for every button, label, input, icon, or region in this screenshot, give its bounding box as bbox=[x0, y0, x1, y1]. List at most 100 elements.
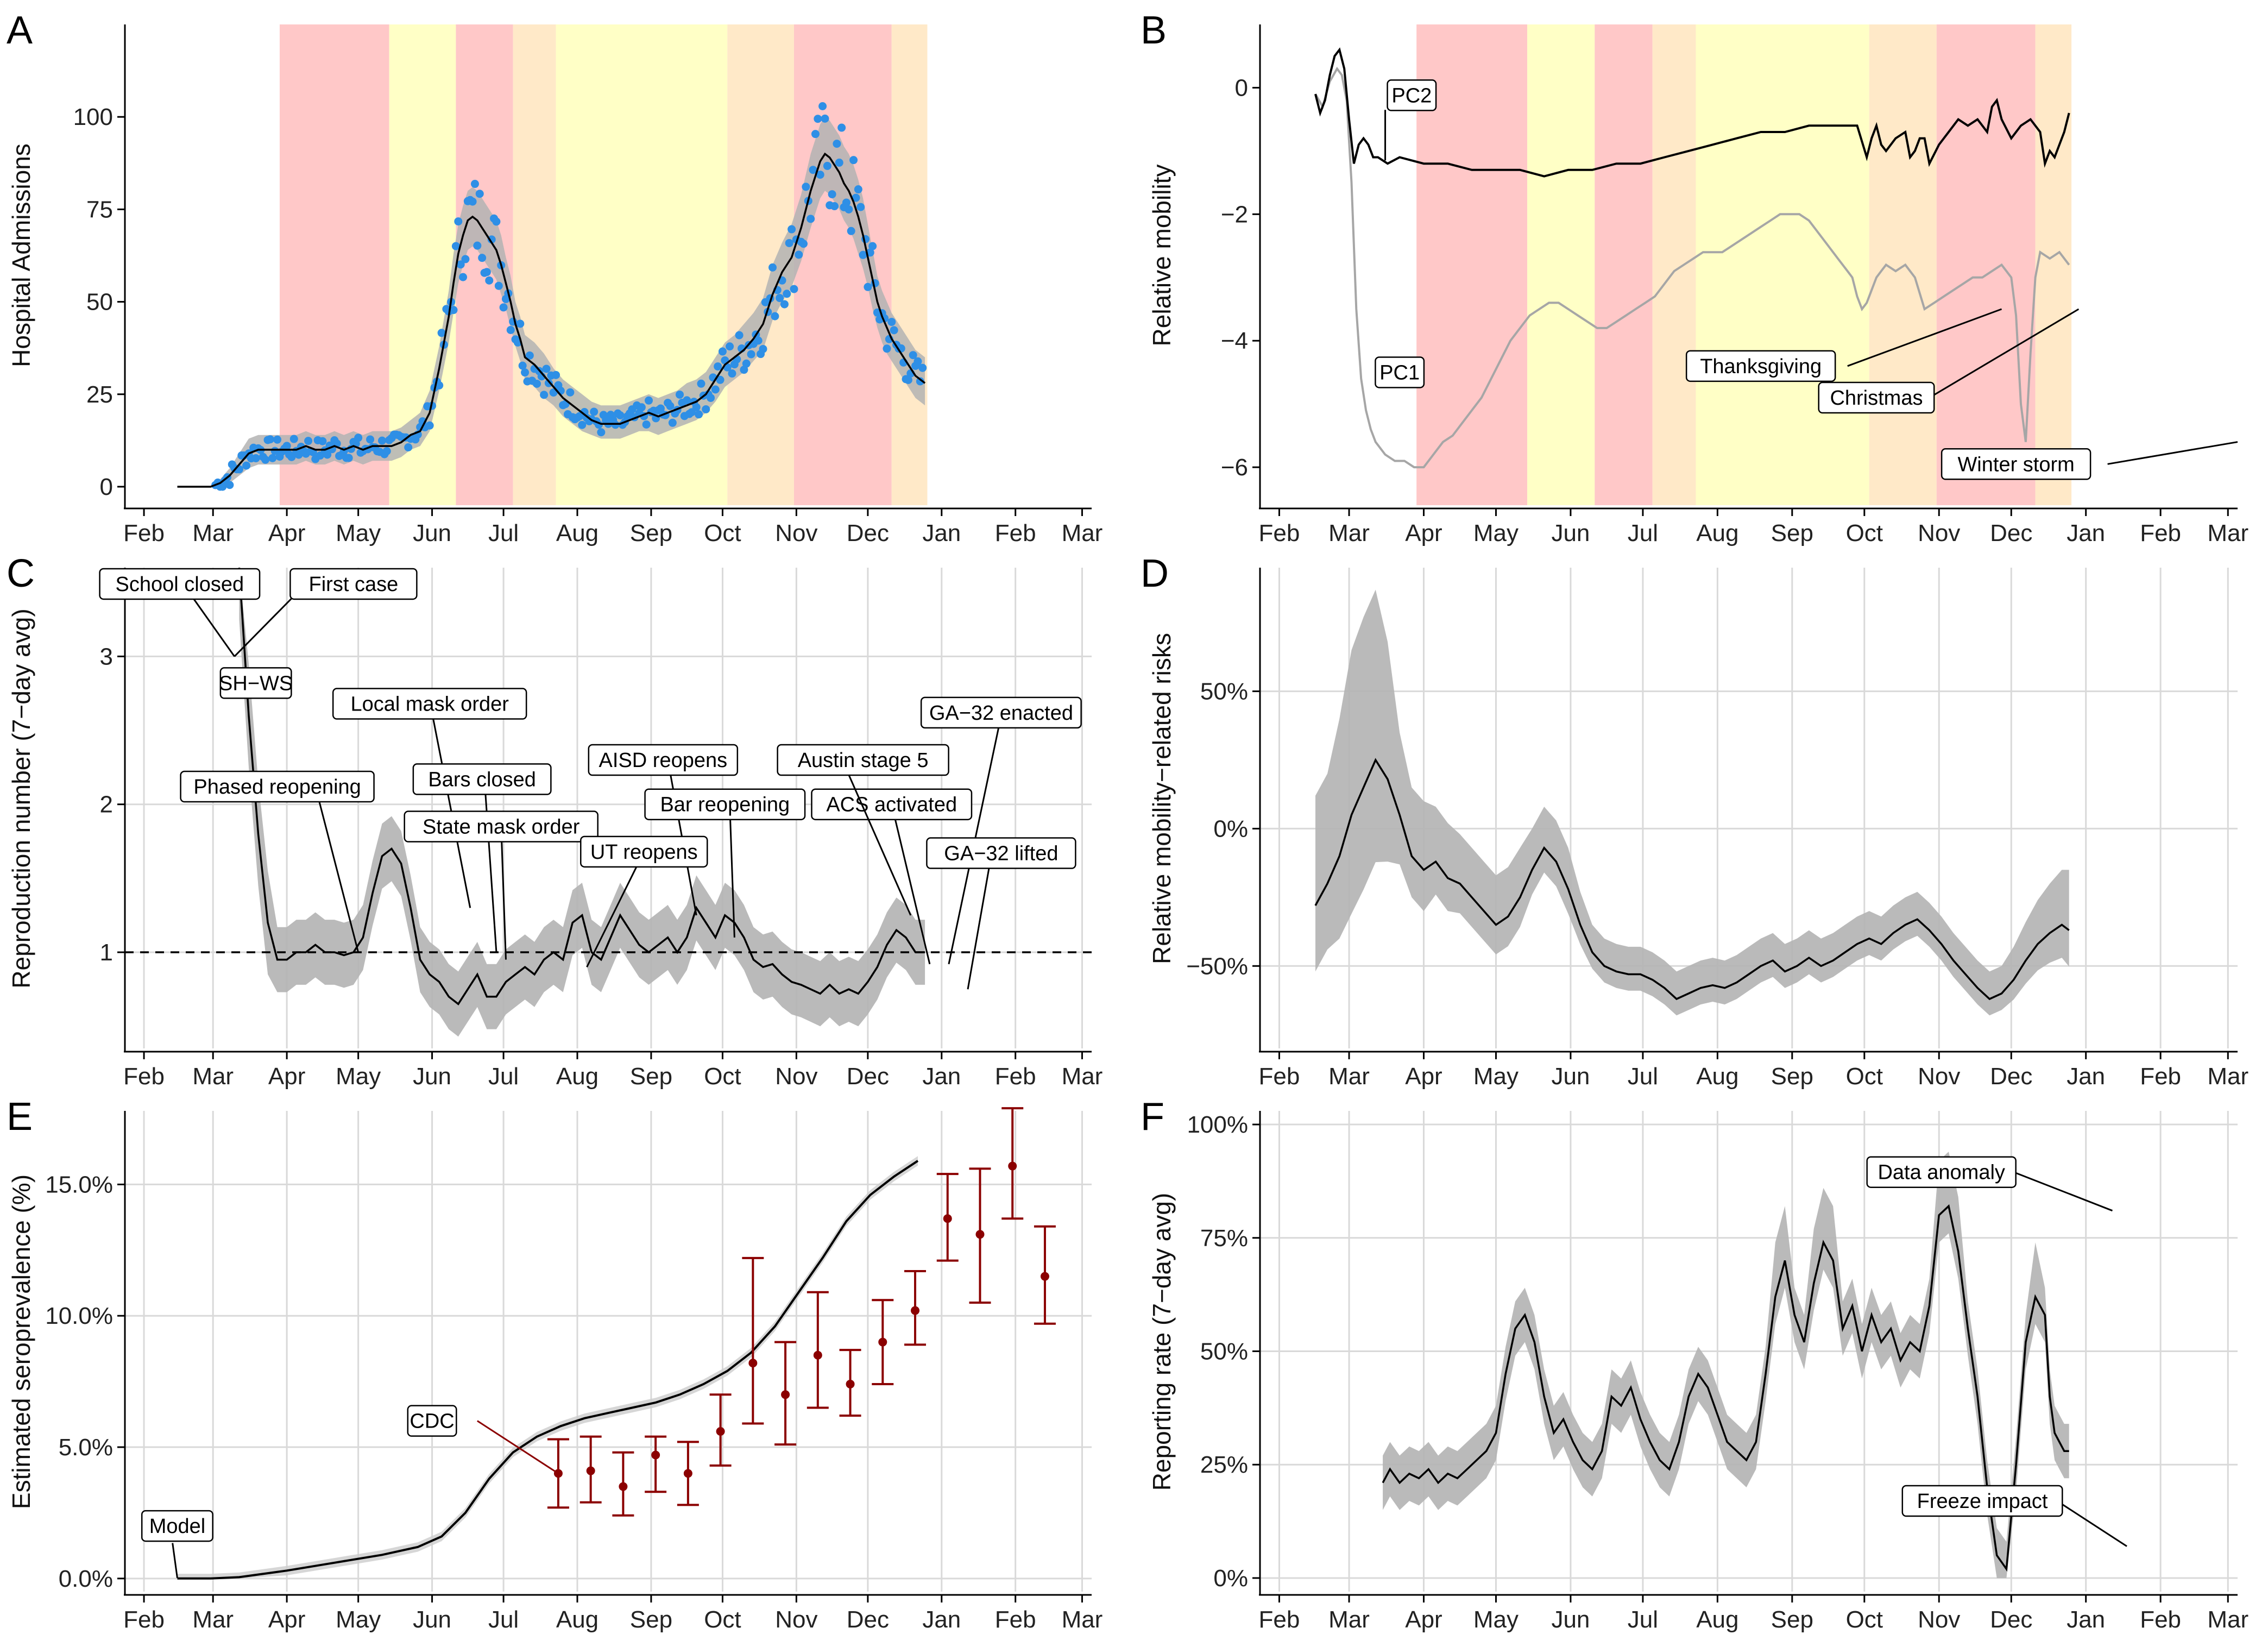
cdc-point bbox=[716, 1427, 725, 1436]
austin5-leader bbox=[848, 774, 912, 916]
model-line-d bbox=[1314, 758, 2070, 1001]
observed-point bbox=[845, 205, 853, 213]
x-tick-label: Feb bbox=[1259, 1606, 1300, 1633]
x-tick-label: Jun bbox=[413, 1063, 451, 1090]
observed-point bbox=[830, 202, 839, 211]
acs-label: ACS activated bbox=[826, 794, 957, 816]
stage-band-yellow bbox=[556, 24, 728, 505]
observed-point bbox=[833, 140, 841, 148]
phased-leader bbox=[314, 786, 360, 953]
y-tick-label: 50 bbox=[86, 289, 113, 316]
x-tick-label: Feb bbox=[995, 1063, 1036, 1090]
pc2-label-box bbox=[1387, 79, 1437, 111]
y-tick-label: 50% bbox=[1200, 1338, 1248, 1365]
mobility-lines-b bbox=[1314, 47, 2070, 469]
observed-point bbox=[382, 447, 391, 455]
x-tick-label: Mar bbox=[1328, 520, 1370, 546]
x-tick-label: Apr bbox=[1405, 520, 1442, 546]
x-tick-label: Jan bbox=[922, 1606, 961, 1633]
y-tick-label: 75% bbox=[1200, 1225, 1248, 1252]
x-tick-label: Aug bbox=[556, 1606, 598, 1633]
observed-point bbox=[702, 405, 710, 413]
observed-point bbox=[304, 437, 313, 445]
y-tick-label: 50% bbox=[1200, 678, 1248, 705]
grid-e bbox=[125, 1111, 1092, 1592]
phased-label: Phased reopening bbox=[193, 776, 361, 799]
ga32e-label: GA−32 enacted bbox=[929, 702, 1073, 725]
observed-point bbox=[759, 344, 767, 353]
axes-e: Feb Mar Apr May Jun Jul Aug Sep Oct Nov Dec Jan Feb M… bbox=[45, 1111, 1102, 1633]
observed-point bbox=[461, 255, 470, 263]
x-tick-label: Aug bbox=[1696, 520, 1738, 546]
ribbon-c bbox=[239, 568, 925, 1037]
freeze-label: Freeze impact bbox=[1917, 1490, 2048, 1513]
x-tick-label: Oct bbox=[1846, 1063, 1883, 1090]
observed-point bbox=[354, 433, 363, 442]
state-mask-leader bbox=[500, 826, 507, 960]
ga32l-label: GA−32 lifted bbox=[944, 843, 1058, 865]
x-tick-label: Mar bbox=[1062, 1063, 1103, 1090]
ribbon-d bbox=[1315, 589, 2069, 1016]
observed-point bbox=[711, 385, 720, 394]
observed-point bbox=[578, 420, 587, 429]
x-tick-label: Nov bbox=[1918, 1606, 1960, 1633]
model-line-c bbox=[125, 567, 1092, 1005]
cdc-point bbox=[683, 1469, 692, 1478]
pc2-label: PC2 bbox=[1391, 84, 1432, 107]
observed-point bbox=[473, 241, 482, 250]
y-tick-label: 25 bbox=[86, 381, 113, 408]
observed-point bbox=[218, 482, 227, 491]
observed-point bbox=[478, 254, 487, 262]
observed-point bbox=[735, 331, 744, 340]
observed-point bbox=[811, 130, 820, 139]
observed-point bbox=[768, 263, 777, 272]
x-tick-label: Apr bbox=[1405, 1606, 1442, 1633]
observed-point bbox=[566, 388, 575, 397]
y-tick-label: 100% bbox=[1187, 1111, 1248, 1138]
x-tick-label: Aug bbox=[556, 520, 598, 546]
observed-point bbox=[807, 215, 815, 223]
aisd-label-box bbox=[588, 744, 739, 776]
observed-point bbox=[909, 351, 917, 360]
x-tick-label: Jul bbox=[488, 1606, 519, 1633]
observed-point bbox=[740, 366, 748, 374]
x-tick-label: Oct bbox=[704, 1063, 741, 1090]
ylabel-a: Hospital Admissions bbox=[7, 143, 35, 367]
cdc-point bbox=[943, 1214, 952, 1223]
x-tick-label: May bbox=[1473, 1606, 1519, 1633]
observed-point bbox=[890, 326, 898, 335]
stage-band-orange bbox=[513, 24, 556, 505]
stage-band-orange bbox=[891, 24, 928, 505]
y-tick-label: 15.0% bbox=[45, 1171, 113, 1198]
model-path-c bbox=[238, 567, 925, 1005]
model-line-a bbox=[177, 152, 926, 488]
stage-band-yellow bbox=[1527, 24, 1595, 505]
observed-point bbox=[799, 240, 808, 248]
shws-label: SH−WS bbox=[219, 672, 293, 695]
y-tick-label: −6 bbox=[1221, 454, 1248, 481]
y-tick-label: 2 bbox=[100, 791, 113, 818]
christmas-leader bbox=[1929, 308, 2080, 399]
panel-e: E Feb Mar Apr May Jun Jul Aug Sep Oct Nov Dec Jan Fe… bbox=[7, 1095, 1102, 1633]
x-tick-label: Feb bbox=[123, 1063, 165, 1090]
observed-point bbox=[780, 300, 789, 309]
observed-point bbox=[521, 368, 530, 377]
panel-letter-b: B bbox=[1141, 9, 1167, 52]
state-mask-label: State mask order bbox=[423, 816, 580, 839]
ylabel-c: Reproduction number (7−day avg) bbox=[7, 608, 35, 988]
cdc-point bbox=[586, 1466, 595, 1475]
phased-label-box bbox=[180, 770, 375, 803]
observed-point bbox=[492, 217, 501, 226]
x-tick-label: Feb bbox=[123, 1606, 165, 1633]
x-tick-label: Feb bbox=[1259, 520, 1300, 546]
observed-point bbox=[616, 411, 625, 419]
observed-point bbox=[404, 443, 413, 451]
ribbon-band-e bbox=[177, 1156, 918, 1579]
x-tick-label: Jan bbox=[2067, 520, 2105, 546]
observed-point bbox=[854, 185, 862, 194]
ga32l-leader bbox=[967, 853, 993, 990]
ga32l-label-box bbox=[926, 837, 1076, 869]
observed-point bbox=[883, 344, 891, 353]
x-tick-label: Sep bbox=[1771, 1063, 1813, 1090]
ylabel-b: Relative mobility bbox=[1148, 165, 1176, 347]
